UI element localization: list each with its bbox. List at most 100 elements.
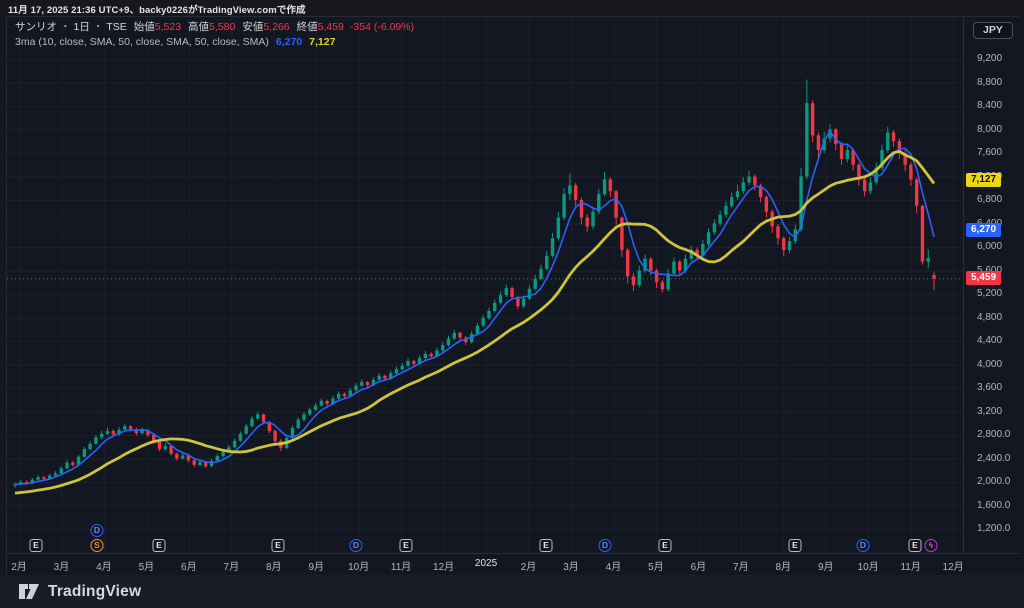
price-axis[interactable]: JPY 9,2008,8008,4008,0007,6007,2006,8006…	[963, 17, 1019, 553]
candle-body	[568, 185, 572, 195]
month-label: 2月	[11, 562, 27, 573]
price-tick-label: 6,000	[977, 241, 1003, 252]
candle-body	[735, 191, 740, 198]
candle-body	[862, 179, 867, 192]
candle-body	[810, 103, 815, 136]
candle-body	[845, 150, 850, 159]
candle-body	[215, 456, 219, 461]
earnings-event-icon[interactable]: E	[29, 539, 43, 552]
candle-body	[273, 430, 277, 441]
candle-body	[591, 211, 595, 227]
candle-body	[493, 302, 497, 312]
split-event-icon[interactable]: S	[90, 539, 104, 552]
candle-body	[903, 153, 907, 165]
candle-body	[585, 217, 589, 227]
candle-body	[354, 385, 358, 391]
price-tick-label: 7,600	[977, 147, 1003, 158]
candle-body	[412, 360, 416, 364]
candle-body	[481, 318, 485, 326]
price-tick-label: 8,400	[977, 100, 1003, 111]
candle-body	[290, 427, 295, 438]
candle-body	[510, 288, 514, 297]
price-tick-label: 1,200.0	[977, 523, 1011, 534]
candle-body	[313, 405, 318, 410]
month-label: 10月	[348, 562, 370, 573]
month-label: 10月	[857, 562, 879, 573]
candle-body	[111, 430, 115, 435]
price-tick-label: 4,800	[977, 311, 1003, 323]
candle-body	[816, 135, 821, 151]
ma-fast-line	[14, 130, 935, 486]
price-tick-label: 8,000	[977, 123, 1003, 135]
candle-body	[562, 194, 566, 218]
candle-body	[65, 462, 69, 469]
candle-body	[914, 179, 919, 206]
price-tick-label: 5,600	[977, 265, 1002, 276]
candle-body	[152, 435, 156, 443]
candle-body	[221, 452, 225, 457]
candle-body	[614, 191, 618, 218]
earnings-event-icon[interactable]: E	[399, 539, 413, 552]
month-label: 4月	[96, 562, 112, 573]
candle-body	[741, 182, 745, 192]
candle-body	[24, 482, 29, 484]
price-tick-label: 3,600	[977, 382, 1003, 393]
dividend-event-icon[interactable]: D	[349, 539, 363, 552]
tradingview-logo[interactable]	[18, 582, 41, 601]
candle-body	[857, 164, 861, 180]
candle-body	[920, 205, 925, 262]
candle-body	[724, 205, 728, 215]
earnings-event-icon[interactable]: E	[539, 539, 553, 552]
dividend-event-icon[interactable]: D	[598, 539, 612, 552]
candle-body	[730, 197, 734, 206]
candle-body	[880, 150, 884, 168]
earnings-event-icon[interactable]: E	[152, 539, 166, 552]
month-label: 5月	[648, 562, 664, 573]
month-label: 9月	[308, 562, 324, 573]
candle-body	[828, 129, 832, 139]
earnings-event-icon[interactable]: E	[788, 539, 802, 552]
candle-body	[909, 164, 913, 180]
candle-body	[891, 132, 896, 142]
candle-body	[175, 453, 179, 459]
month-label: 3月	[53, 562, 70, 573]
dividend-event-icon[interactable]: D	[90, 524, 104, 537]
candle-body	[42, 477, 46, 480]
dividend-event-icon[interactable]: D	[856, 539, 870, 552]
earnings-event-icon[interactable]: E	[908, 539, 922, 552]
candle-body	[550, 238, 555, 256]
candle-body	[458, 332, 462, 338]
earnings-event-icon[interactable]: E	[658, 539, 672, 552]
chart-canvas[interactable]	[7, 17, 963, 553]
month-label: 2月	[520, 562, 537, 573]
candle-body	[204, 462, 208, 467]
candle-body	[383, 375, 387, 379]
candle-body	[521, 298, 526, 307]
candle-body	[799, 176, 803, 230]
candle-body	[435, 350, 439, 357]
candle-body	[527, 288, 532, 299]
candle-body	[325, 400, 329, 404]
month-label: 7月	[733, 562, 749, 573]
candle-body	[539, 268, 543, 279]
candle-body	[897, 141, 902, 153]
month-label: 8月	[265, 562, 282, 573]
candle-body	[394, 369, 399, 374]
candle-body	[59, 468, 63, 474]
candle-body	[105, 430, 110, 434]
candle-body	[238, 433, 243, 441]
chart-pane[interactable]: サンリオ・ 1日・ TSE 始値5,523 高値5,580 安値5,266 終値5,459-…	[7, 17, 963, 553]
candle-body	[625, 249, 630, 277]
candle-body	[296, 419, 300, 428]
price-tick-label: 2,400.0	[977, 452, 1011, 464]
earnings-event-icon[interactable]: E	[271, 539, 285, 552]
candle-body	[793, 229, 797, 242]
candle-body	[689, 249, 693, 259]
time-axis[interactable]: 2月 3月 4月 5月 6月 7月 8月 9月 10月 11月 12月 2025 2月 3月 4月 5月 6月 7…	[7, 553, 1020, 575]
currency-button[interactable]: JPY	[973, 22, 1013, 39]
flash-event-icon[interactable]: ϟ	[924, 539, 938, 552]
brand-wordmark: TradingView	[48, 582, 142, 600]
candle-body	[244, 426, 248, 434]
price-tick-label: 9,200	[977, 53, 1003, 64]
